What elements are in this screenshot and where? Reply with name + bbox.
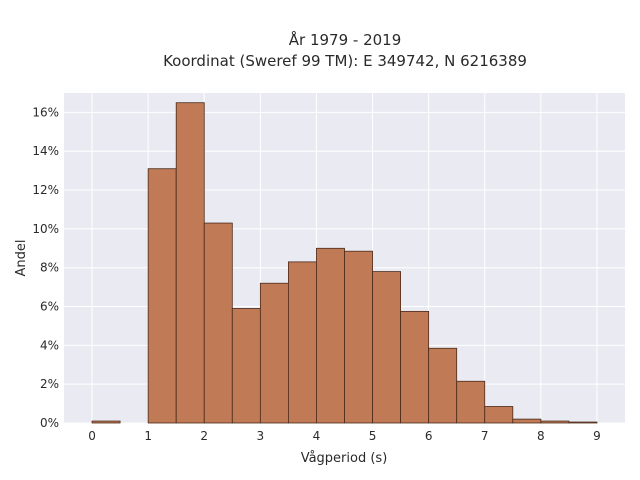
y-tick-label: 6% — [40, 300, 59, 314]
histogram-bar — [231, 308, 261, 424]
x-tick-label: 2 — [200, 429, 208, 443]
y-tick-label: 8% — [40, 261, 59, 275]
x-axis-label: Vågperiod (s) — [301, 451, 388, 466]
histogram-bar — [316, 247, 345, 424]
histogram-bar — [512, 418, 542, 424]
histogram-bar — [91, 420, 121, 424]
y-tick-label: 2% — [40, 377, 59, 391]
histogram-bar — [259, 282, 289, 424]
x-tick-label: 9 — [593, 429, 601, 443]
histogram-bar — [568, 421, 598, 424]
histogram-bar — [428, 347, 458, 424]
chart-title-line2: Koordinat (Sweref 99 TM): E 349742, N 62… — [163, 52, 527, 70]
histogram-bar — [484, 406, 514, 424]
histogram-bar — [540, 420, 570, 424]
histogram-bar — [456, 380, 486, 424]
histogram-bar — [175, 102, 205, 424]
x-tick-labels: 0 1 2 3 4 5 6 7 8 9 — [88, 429, 601, 443]
y-tick-label: 4% — [40, 338, 59, 352]
x-tick-label: 0 — [88, 429, 96, 443]
histogram-bar — [400, 310, 430, 424]
histogram-bar — [372, 271, 401, 424]
x-tick-label: 7 — [481, 429, 489, 443]
y-tick-label: 12% — [32, 183, 59, 197]
y-tick-label: 0% — [40, 416, 59, 430]
y-axis-label: Andel — [14, 240, 29, 277]
x-tick-label: 3 — [257, 429, 265, 443]
histogram-bar — [203, 222, 233, 424]
y-tick-label: 10% — [32, 222, 59, 236]
x-tick-label: 5 — [369, 429, 377, 443]
chart-title-line1: År 1979 - 2019 — [289, 30, 402, 49]
x-tick-label: 8 — [537, 429, 545, 443]
x-tick-label: 1 — [144, 429, 152, 443]
y-tick-labels: 0% 2% 4% 6% 8% 10% 12% 14% 16% — [32, 105, 59, 430]
x-tick-label: 4 — [313, 429, 321, 443]
bars — [91, 102, 598, 424]
histogram-bar — [287, 261, 317, 424]
y-tick-label: 16% — [32, 105, 59, 119]
x-tick-label: 6 — [425, 429, 433, 443]
histogram-bar — [344, 250, 373, 424]
histogram-bar — [147, 168, 177, 424]
y-tick-label: 14% — [32, 144, 59, 158]
